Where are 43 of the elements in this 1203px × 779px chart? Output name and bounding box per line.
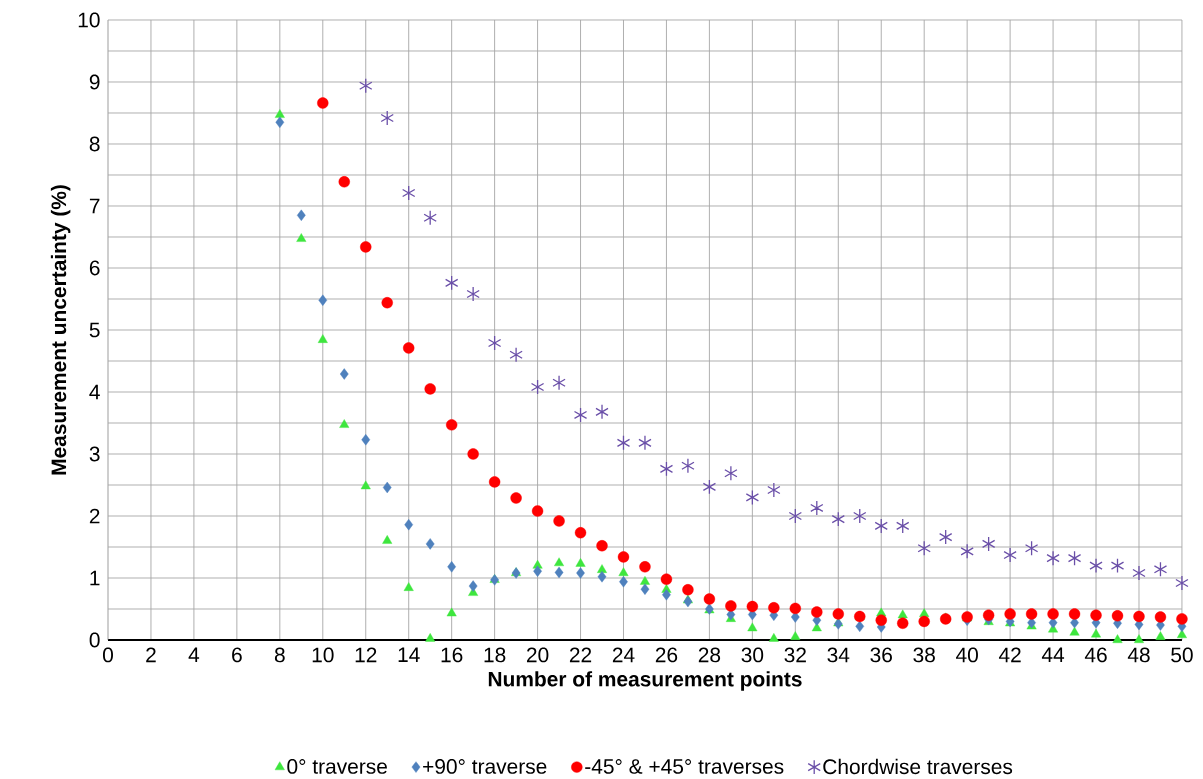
- x-tick-label: 50: [1171, 647, 1193, 663]
- y-tick-label: 4: [89, 384, 100, 400]
- x-tick-label: 30: [741, 647, 764, 663]
- x-tick-label: 18: [484, 647, 506, 663]
- y-tick-label: 5: [89, 322, 100, 338]
- x-tick-label: 16: [441, 647, 463, 663]
- y-axis-title: Measurement uncertainty (%): [50, 185, 71, 475]
- x-tick-label: 22: [569, 647, 592, 663]
- y-tick-label: 1: [90, 570, 100, 586]
- x-tick-label: 6: [232, 647, 242, 663]
- x-tick-label: 26: [655, 647, 678, 663]
- x-tick-label: 44: [1041, 647, 1065, 662]
- x-tick-label: 48: [1127, 647, 1150, 663]
- x-tick-label: 8: [274, 647, 285, 663]
- y-tick-label: 0: [89, 632, 100, 648]
- x-tick-label: 4: [188, 647, 200, 662]
- x-tick-label: 34: [827, 647, 850, 663]
- y-tick-label: 3: [89, 446, 100, 462]
- y-tick-label: 2: [89, 508, 100, 524]
- x-tick-label: 14: [398, 647, 420, 662]
- x-tick-label: 28: [698, 647, 721, 663]
- y-tick-label: 8: [89, 136, 100, 152]
- x-axis-title: Number of measurement points: [488, 671, 802, 691]
- x-tick-label: 20: [526, 647, 549, 663]
- x-tick-label: 40: [956, 647, 978, 663]
- x-tick-label: 2: [146, 647, 156, 663]
- x-tick-label: 12: [355, 647, 377, 663]
- x-tick-label: 38: [913, 647, 935, 663]
- x-tick-label: 36: [870, 647, 892, 663]
- x-tick-label: 42: [998, 647, 1021, 663]
- x-tick-label: 32: [784, 647, 806, 663]
- x-tick-label: 46: [1084, 647, 1107, 663]
- y-tick-label: 9: [89, 74, 100, 90]
- x-tick-label: 0: [102, 647, 113, 663]
- legend-label: 0° traverse: [287, 759, 387, 774]
- legend-label: Chordwise traverses: [823, 758, 1013, 775]
- legend-label: -45° & +45° traverses: [585, 759, 784, 774]
- legend-label: +90° traverse: [423, 759, 547, 774]
- y-tick-label: 10: [78, 12, 100, 28]
- x-tick-label: 24: [612, 647, 635, 663]
- x-tick-label: 10: [312, 647, 334, 663]
- y-tick-label: 6: [89, 260, 100, 276]
- y-tick-label: 7: [89, 198, 100, 214]
